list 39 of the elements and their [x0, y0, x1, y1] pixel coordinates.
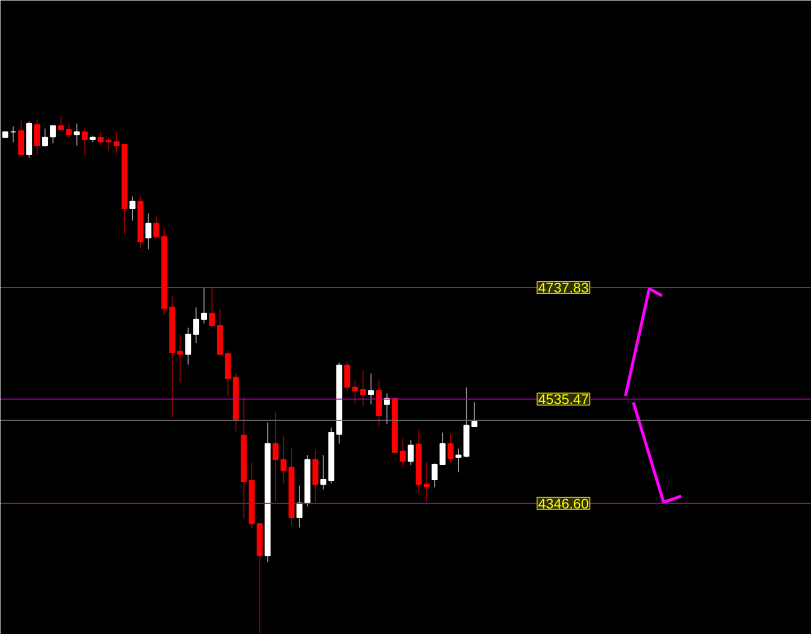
candlestick [50, 125, 56, 144]
candlestick [432, 462, 438, 488]
candlestick [18, 120, 24, 156]
candlestick [58, 115, 64, 130]
candlestick [368, 373, 374, 405]
candlestick [10, 126, 16, 143]
candlestick [360, 370, 366, 408]
candlestick [145, 212, 152, 250]
candlestick [34, 119, 40, 156]
ref-line-label: 4737.83 [538, 280, 589, 296]
candlestick [296, 485, 302, 528]
candlestick [114, 131, 120, 154]
candlestick [456, 448, 462, 473]
candlestick [471, 402, 478, 427]
candlestick [98, 131, 104, 146]
candlestick [209, 286, 215, 329]
candlestick [400, 438, 406, 468]
candlestick [344, 360, 350, 392]
ref-line-label: 4346.60 [538, 495, 589, 512]
candlestick [408, 440, 414, 466]
ref-line-label: 4535.47 [538, 391, 589, 408]
candlestick [352, 380, 358, 404]
candlestick [106, 136, 112, 152]
candlestick [177, 334, 184, 383]
candlestick [424, 462, 430, 502]
candlestick [193, 306, 200, 344]
candlestick [448, 433, 454, 464]
candlestick [185, 327, 192, 366]
candlestick [280, 436, 287, 484]
candlestick [74, 123, 80, 146]
candlestick [440, 432, 446, 466]
candlestick [153, 215, 160, 238]
candlestick [130, 196, 136, 222]
candlestick [42, 128, 48, 148]
candlestick [201, 286, 208, 324]
candlestick [320, 454, 326, 490]
candlestick [82, 128, 88, 156]
candlestick [66, 123, 72, 138]
candlestick [272, 411, 279, 502]
